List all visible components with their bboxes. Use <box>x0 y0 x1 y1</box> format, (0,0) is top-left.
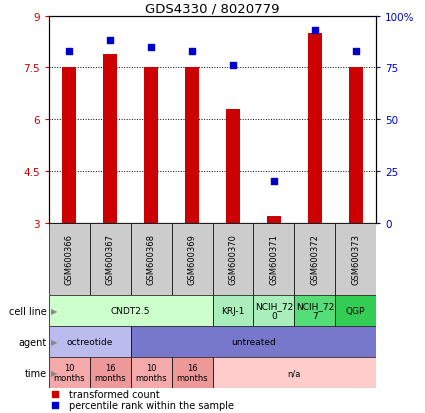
Text: CNDT2.5: CNDT2.5 <box>111 306 150 315</box>
Text: GSM600370: GSM600370 <box>229 234 238 285</box>
Text: KRJ-1: KRJ-1 <box>221 306 245 315</box>
Point <box>352 48 359 55</box>
Text: ▶: ▶ <box>51 368 57 377</box>
Bar <box>172 357 212 388</box>
Bar <box>253 295 294 326</box>
Bar <box>335 295 376 326</box>
Bar <box>253 223 294 295</box>
Bar <box>226 109 240 223</box>
Point <box>148 44 155 51</box>
Text: GSM600371: GSM600371 <box>269 234 278 285</box>
Bar <box>308 34 322 223</box>
Bar <box>49 326 131 357</box>
Bar <box>212 223 253 295</box>
Text: n/a: n/a <box>288 368 301 377</box>
Text: octreotide: octreotide <box>67 337 113 346</box>
Text: ▶: ▶ <box>51 306 57 315</box>
Text: untreated: untreated <box>231 337 276 346</box>
Text: agent: agent <box>19 337 47 347</box>
Text: 16
months: 16 months <box>94 363 126 382</box>
Text: NCIH_72
7: NCIH_72 7 <box>296 301 334 320</box>
Point <box>52 402 59 408</box>
Text: NCIH_72
0: NCIH_72 0 <box>255 301 293 320</box>
Text: 10
months: 10 months <box>135 363 167 382</box>
Text: ▶: ▶ <box>51 337 57 346</box>
Bar <box>103 55 117 223</box>
Point <box>312 28 318 34</box>
Bar <box>267 216 281 223</box>
Bar <box>131 223 172 295</box>
Text: 10
months: 10 months <box>54 363 85 382</box>
Bar <box>335 223 376 295</box>
Point <box>52 391 59 397</box>
Bar <box>144 68 158 223</box>
Text: percentile rank within the sample: percentile rank within the sample <box>68 400 233 410</box>
Bar <box>62 68 76 223</box>
Bar <box>49 223 90 295</box>
Text: GSM600367: GSM600367 <box>106 234 115 285</box>
Bar <box>131 326 376 357</box>
Point <box>189 48 196 55</box>
Bar <box>212 357 376 388</box>
Point <box>66 48 73 55</box>
Bar <box>49 357 90 388</box>
Text: 16
months: 16 months <box>176 363 208 382</box>
Text: GSM600373: GSM600373 <box>351 234 360 285</box>
Bar <box>90 223 131 295</box>
Bar <box>131 357 172 388</box>
Bar <box>294 295 335 326</box>
Text: GSM600372: GSM600372 <box>310 234 319 285</box>
Text: cell line: cell line <box>9 306 47 316</box>
Title: GDS4330 / 8020779: GDS4330 / 8020779 <box>145 2 280 15</box>
Text: GSM600368: GSM600368 <box>147 234 156 285</box>
Text: transformed count: transformed count <box>68 389 159 399</box>
Point <box>107 38 113 45</box>
Text: QGP: QGP <box>346 306 366 315</box>
Bar <box>172 223 212 295</box>
Bar <box>90 357 131 388</box>
Point <box>270 178 277 185</box>
Text: GSM600366: GSM600366 <box>65 234 74 285</box>
Bar <box>348 68 363 223</box>
Bar <box>212 295 253 326</box>
Bar <box>294 223 335 295</box>
Point <box>230 63 236 69</box>
Text: GSM600369: GSM600369 <box>187 234 196 285</box>
Text: time: time <box>25 368 47 378</box>
Bar <box>185 68 199 223</box>
Bar <box>49 295 212 326</box>
